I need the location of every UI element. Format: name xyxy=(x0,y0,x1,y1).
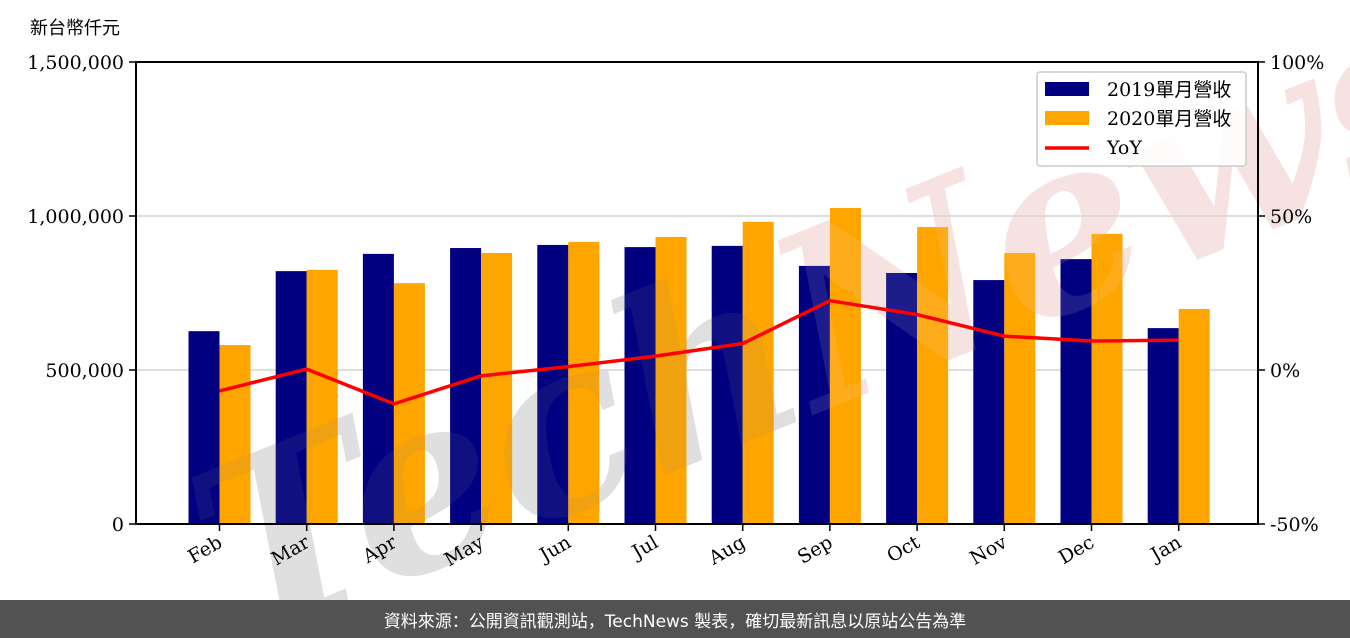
legend-label-yoy: YoY xyxy=(1106,137,1142,159)
bar-2019單月營收-Feb xyxy=(188,331,220,524)
bar-2020單月營收-Oct xyxy=(917,227,949,524)
bar-2020單月營收-Jul xyxy=(655,236,687,524)
bar-2019單月營收-Jan xyxy=(1147,328,1179,524)
y2-tick-label: 0% xyxy=(1270,360,1300,382)
bar-2019單月營收-Nov xyxy=(973,280,1005,524)
yoy-line-series xyxy=(219,298,1179,406)
source-footer: 資料來源：公開資訊觀測站，TechNews 製表，確切最新訊息以原站公告為準 xyxy=(0,600,1350,638)
x-tick-label: Oct xyxy=(883,531,924,567)
bar-2019單月營收-Apr xyxy=(362,253,394,524)
legend: 2019單月營收 2020單月營收 YoY xyxy=(1036,71,1247,167)
bar-2019單月營收-Mar xyxy=(275,271,307,524)
bar-2019單月營收-Aug xyxy=(711,245,743,524)
bar-2020單月營收-Nov xyxy=(1004,252,1036,524)
x-tick-label: Sep xyxy=(794,531,837,568)
bar-2020單月營收-Jan xyxy=(1178,309,1210,524)
yoy-line xyxy=(219,298,1179,406)
y2-tick-label: 100% xyxy=(1270,52,1324,74)
bar-2019單月營收-Jun xyxy=(537,244,569,524)
y-axis-unit-label: 新台幣仟元 xyxy=(30,18,120,39)
x-tick-label: Aug xyxy=(704,531,749,570)
legend-label-2019: 2019單月營收 xyxy=(1107,79,1231,101)
bar-2019單月營收-Dec xyxy=(1060,259,1092,524)
legend-swatch-2019 xyxy=(1045,82,1089,96)
revenue-chart: TechNews TechNews 0500,0001,000,0001,500… xyxy=(27,0,1350,600)
x-tick-label: Nov xyxy=(966,531,1011,570)
y2-tick-label: 50% xyxy=(1270,206,1312,228)
legend-swatch-2020 xyxy=(1045,111,1089,125)
bar-2019單月營收-Jul xyxy=(624,247,656,524)
legend-label-2020: 2020單月營收 xyxy=(1107,108,1231,130)
bar-2020單月營收-May xyxy=(481,252,513,524)
bar-2020單月營收-Sep xyxy=(829,207,861,524)
bar-2020單月營收-Jun xyxy=(568,241,600,524)
y-tick-label: 1,000,000 xyxy=(27,206,124,228)
plot-frame xyxy=(135,61,1259,525)
bar-2020單月營收-Mar xyxy=(306,269,338,524)
y-tick-label: 500,000 xyxy=(45,360,124,382)
bar-2019單月營收-May xyxy=(450,248,482,525)
legend-box xyxy=(1036,71,1247,167)
y-tick-label: 1,500,000 xyxy=(27,52,124,74)
y-tick-label: 0 xyxy=(112,514,124,536)
footer-text: 資料來源：公開資訊觀測站，TechNews 製表，確切最新訊息以原站公告為準 xyxy=(383,611,967,632)
bar-2020單月營收-Feb xyxy=(219,345,251,524)
bar-2020單月營收-Aug xyxy=(742,221,774,525)
x-tick-label: Dec xyxy=(1055,531,1098,569)
y2-tick-label: -50% xyxy=(1270,514,1319,536)
bar-2020單月營收-Dec xyxy=(1091,233,1123,524)
x-tick-label: Jan xyxy=(1145,531,1185,567)
